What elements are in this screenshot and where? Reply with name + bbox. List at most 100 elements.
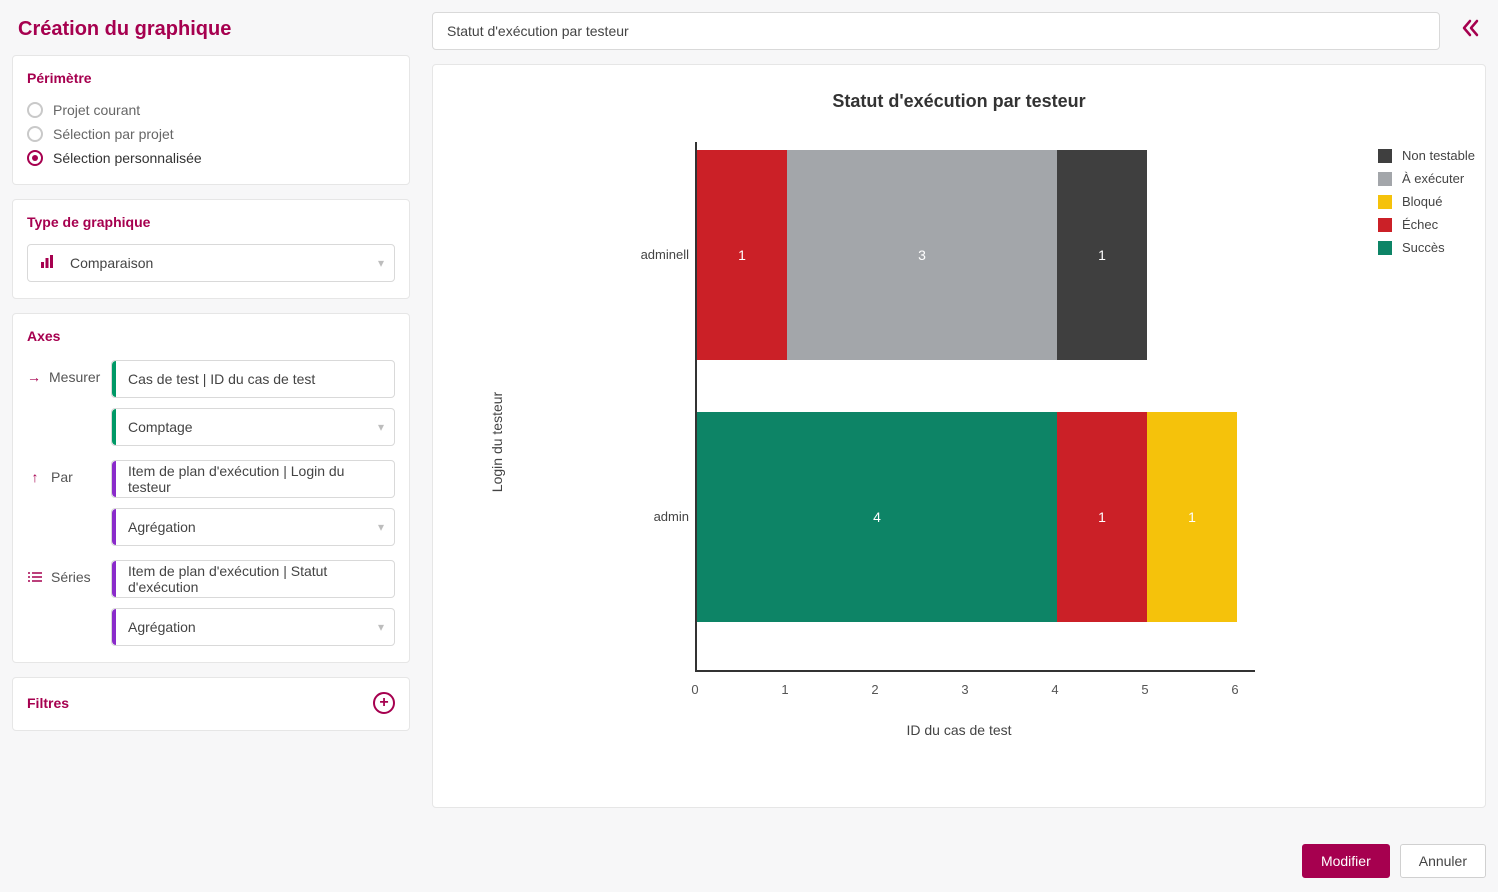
legend-swatch [1378,218,1392,232]
perimeter-option-current[interactable]: Projet courant [27,100,395,120]
chart-type-select[interactable]: Comparaison ▾ [27,244,395,282]
radio-icon [27,102,43,118]
legend-swatch [1378,241,1392,255]
chart-title: Statut d'exécution par testeur [453,91,1465,112]
legend-item[interactable]: À exécuter [1378,171,1475,186]
chevron-down-icon: ▾ [378,256,384,270]
legend-item[interactable]: Succès [1378,240,1475,255]
y-axis-title: Login du testeur [489,392,505,492]
arrow-right-icon: → [27,369,41,385]
perimeter-heading: Périmètre [27,70,395,86]
accent-bar [112,409,116,445]
axis-measure-label: Mesurer [49,369,100,385]
bar-chart-icon [40,255,54,272]
axis-by-agg-select[interactable]: Agrégation ▾ [111,508,395,546]
legend-item[interactable]: Non testable [1378,148,1475,163]
bar-segment[interactable]: 1 [1147,412,1237,622]
chevron-down-icon: ▾ [378,420,384,434]
perimeter-option-custom[interactable]: Sélection personnalisée [27,148,395,168]
chart-legend: Non testable À exécuter Bloqué Échec Succès [1378,148,1475,255]
x-tick-label: 2 [871,682,878,697]
legend-label: Échec [1402,217,1438,232]
legend-item[interactable]: Échec [1378,217,1475,232]
perimeter-option-label: Sélection par projet [53,124,174,144]
chart-type-panel: Type de graphique Comparaison ▾ [12,199,410,299]
chart-area: Login du testeur 131411 adminelladmin 01… [453,142,1465,742]
chart-plot: 131411 [695,142,1247,672]
legend-label: À exécuter [1402,171,1464,186]
chart-title-input[interactable] [432,12,1440,50]
arrow-up-icon: ↑ [27,469,43,485]
axis-series-agg-value: Agrégation [128,619,196,635]
chart-type-heading: Type de graphique [27,214,395,230]
chart-type-value: Comparaison [70,255,153,271]
axis-by-field-value: Item de plan d'exécution | Login du test… [128,463,382,495]
top-row [432,12,1486,50]
footer-actions: Modifier Annuler [1302,844,1486,878]
bar-segment[interactable]: 1 [697,150,787,360]
x-axis-title: ID du cas de test [453,722,1465,738]
modify-button[interactable]: Modifier [1302,844,1390,878]
radio-icon [27,150,43,166]
bar-row: 411 [697,412,1237,622]
x-axis-ticks: 0123456 [695,682,1247,706]
bar-segment[interactable]: 4 [697,412,1057,622]
perimeter-option-label: Projet courant [53,100,140,120]
bar-row: 131 [697,150,1147,360]
axes-heading: Axes [27,328,395,344]
x-tick-label: 6 [1231,682,1238,697]
page-title: Création du graphique [12,18,410,41]
accent-bar [112,561,116,597]
legend-item[interactable]: Bloqué [1378,194,1475,209]
axes-panel: Axes → Mesurer Cas de test | ID du cas d… [12,313,410,663]
legend-label: Succès [1402,240,1445,255]
axis-by-row: ↑ Par Item de plan d'exécution | Login d… [27,460,395,546]
filters-panel: Filtres + [12,677,410,731]
perimeter-options: Projet courant Sélection par projet Séle… [27,100,395,168]
axis-measure-agg-value: Comptage [128,419,193,435]
accent-bar [112,461,116,497]
x-tick-label: 5 [1141,682,1148,697]
accent-bar [112,361,116,397]
collapse-sidebar-button[interactable] [1454,18,1486,44]
axis-measure-field-select[interactable]: Cas de test | ID du cas de test [111,360,395,398]
x-tick-label: 1 [781,682,788,697]
cancel-button[interactable]: Annuler [1400,844,1486,878]
config-sidebar: Création du graphique Périmètre Projet c… [0,0,420,892]
bar-row-label: adminell [623,247,689,262]
x-tick-label: 3 [961,682,968,697]
add-filter-button[interactable]: + [373,692,395,714]
main-area: Statut d'exécution par testeur Login du … [420,0,1498,892]
accent-bar [112,509,116,545]
axis-series-label: Séries [51,569,91,585]
bar-segment[interactable]: 1 [1057,412,1147,622]
accent-bar [112,609,116,645]
axis-by-field-select[interactable]: Item de plan d'exécution | Login du test… [111,460,395,498]
perimeter-panel: Périmètre Projet courant Sélection par p… [12,55,410,185]
perimeter-option-byproject[interactable]: Sélection par projet [27,124,395,144]
chevron-down-icon: ▾ [378,520,384,534]
x-tick-label: 4 [1051,682,1058,697]
axis-series-agg-select[interactable]: Agrégation ▾ [111,608,395,646]
axis-by-label: Par [51,469,73,485]
legend-swatch [1378,149,1392,163]
bar-segment[interactable]: 1 [1057,150,1147,360]
chevron-double-right-icon [1460,18,1480,43]
perimeter-option-label: Sélection personnalisée [53,148,202,168]
filters-heading: Filtres [27,695,69,711]
axis-measure-agg-select[interactable]: Comptage ▾ [111,408,395,446]
chart-card: Statut d'exécution par testeur Login du … [432,64,1486,808]
bar-segment[interactable]: 3 [787,150,1057,360]
axis-measure-field-value: Cas de test | ID du cas de test [128,371,315,387]
chevron-down-icon: ▾ [378,620,384,634]
bar-row-label: admin [623,509,689,524]
legend-label: Bloqué [1402,194,1442,209]
x-axis-line [695,670,1255,672]
plus-icon: + [379,695,388,711]
legend-swatch [1378,195,1392,209]
axis-series-field-select[interactable]: Item de plan d'exécution | Statut d'exéc… [111,560,395,598]
radio-icon [27,126,43,142]
legend-label: Non testable [1402,148,1475,163]
legend-swatch [1378,172,1392,186]
list-icon [27,570,43,584]
